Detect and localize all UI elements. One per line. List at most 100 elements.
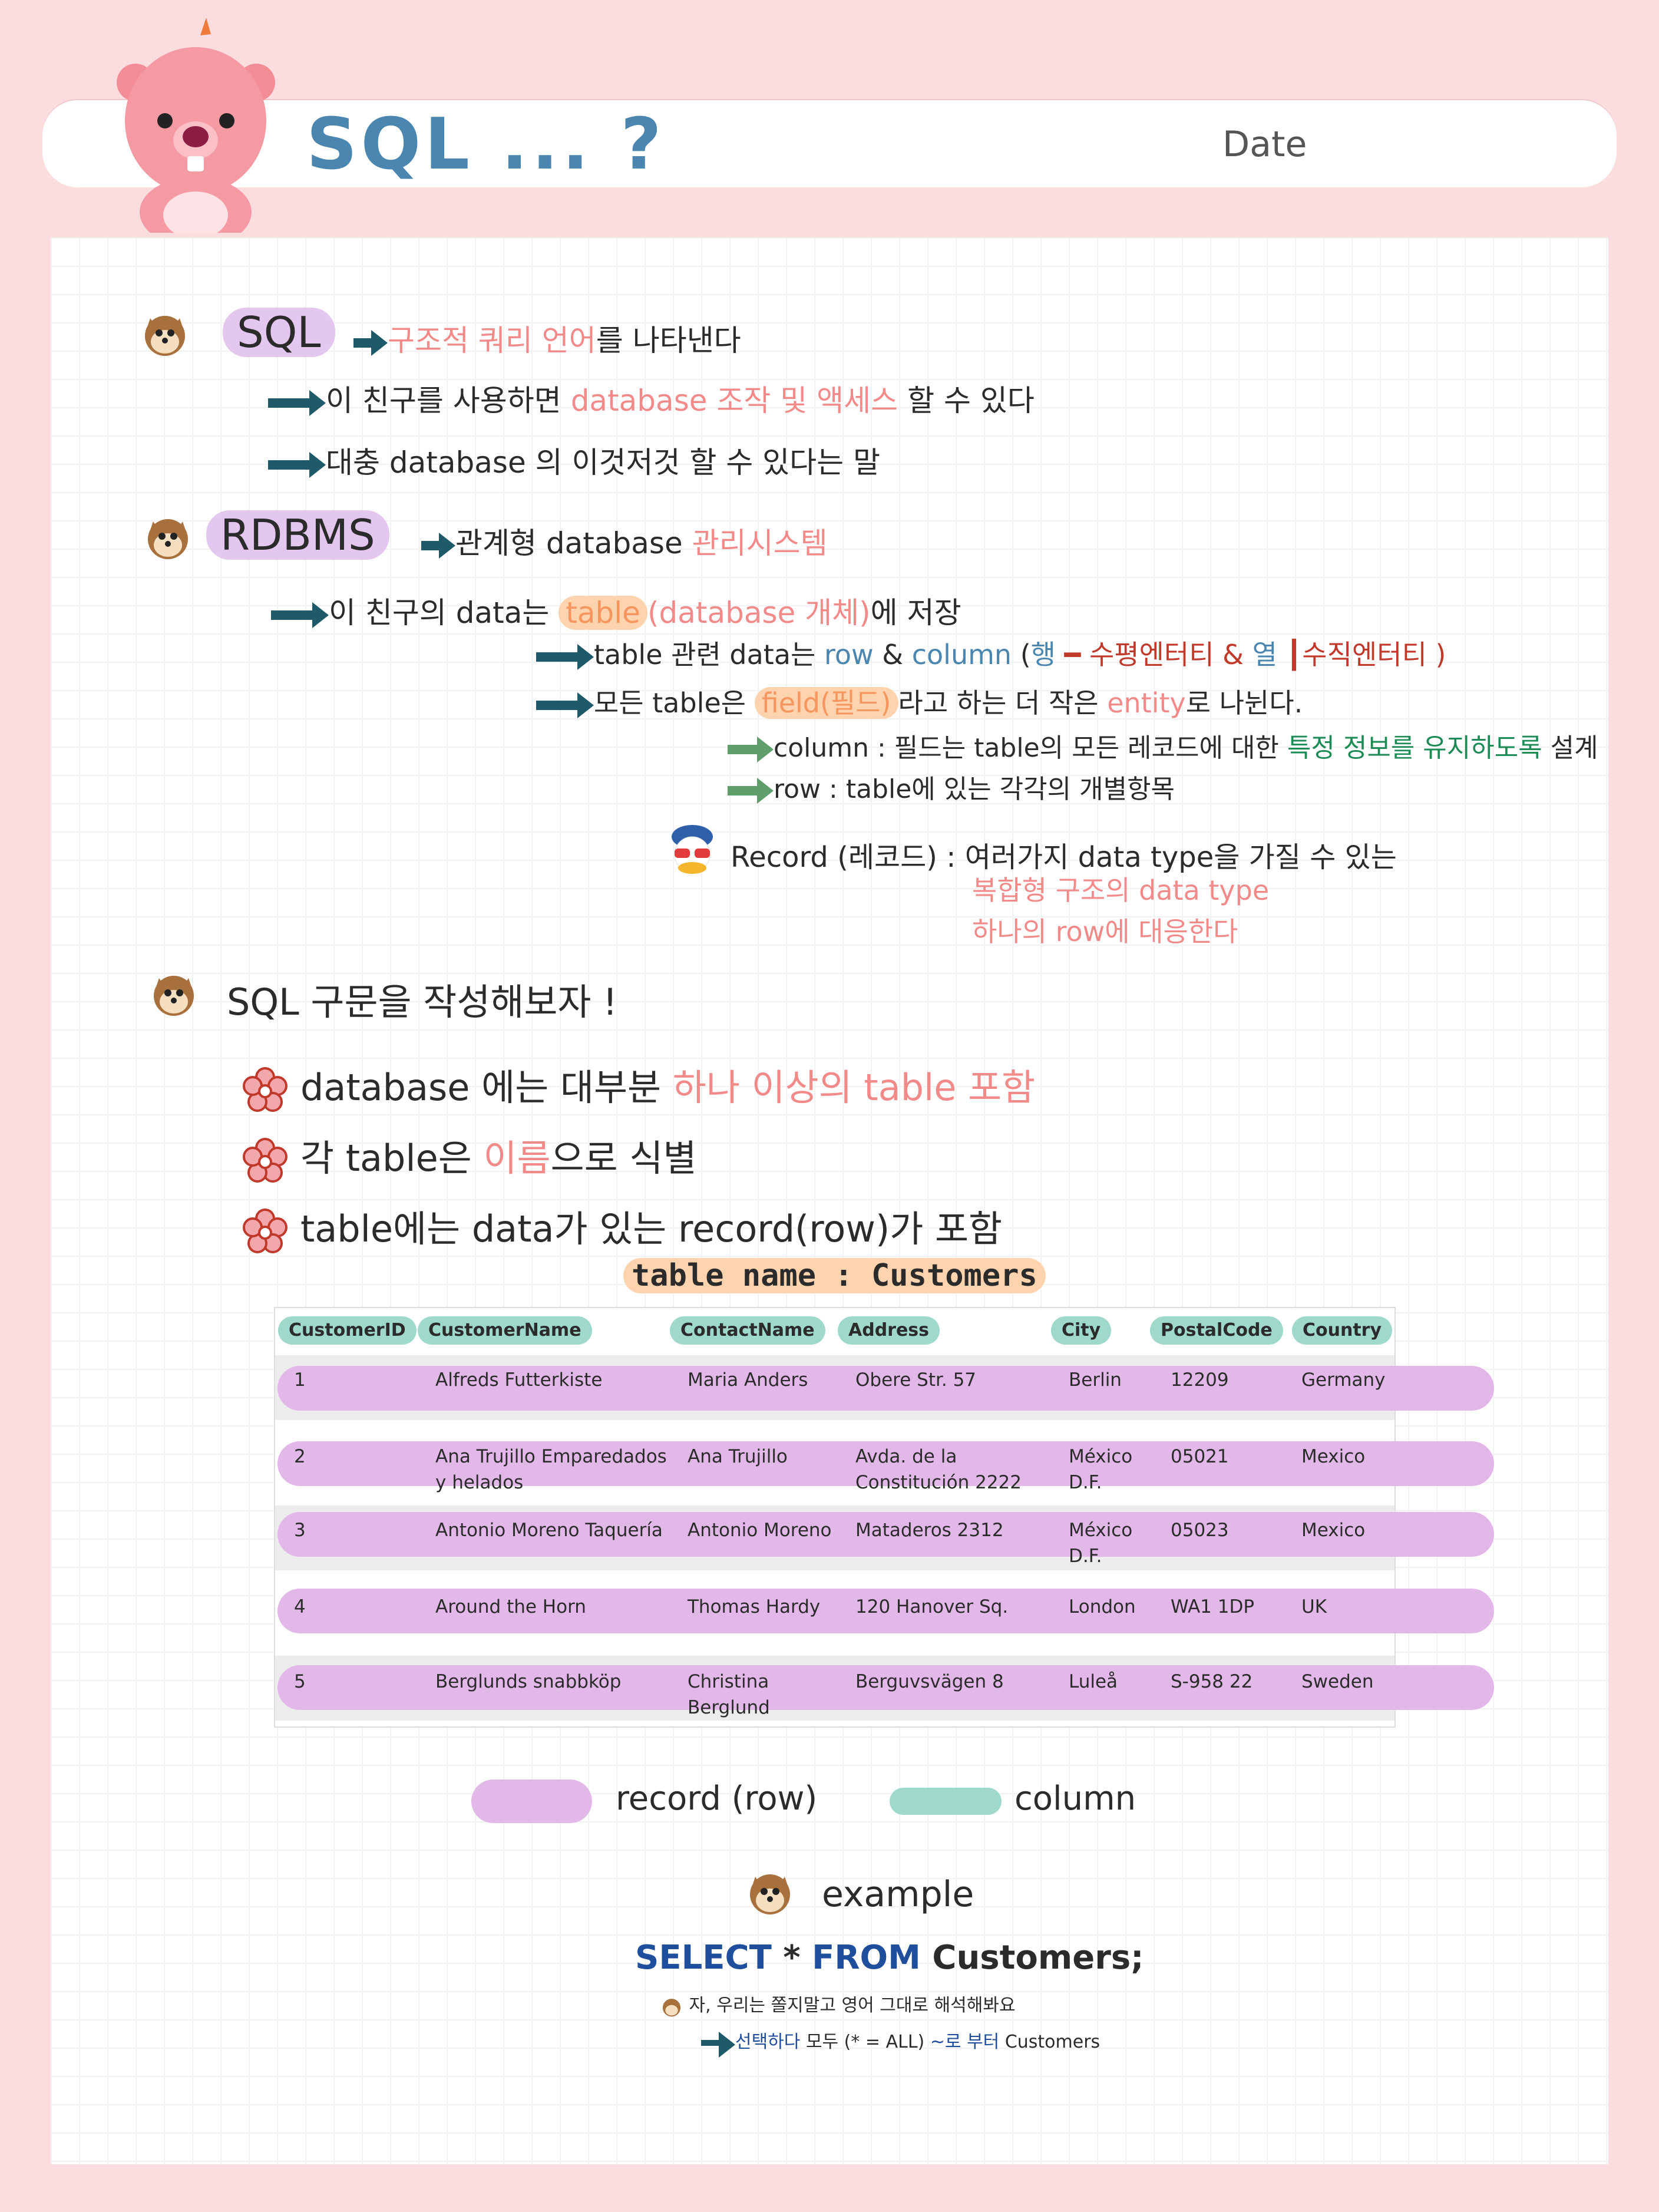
rdbms-line-2: table 관련 data는 row & column (행 ━ 수평엔터티 &…	[536, 633, 1446, 672]
table-cell: Maria Anders	[688, 1369, 808, 1391]
column-def-c: 설계	[1542, 733, 1598, 763]
beaver-mascot-icon	[117, 18, 275, 233]
rdbms-line3-e: 로 나뉜다.	[1185, 687, 1303, 719]
bullet3-text: table에는 data가 있는 record(row)가 포함	[300, 1207, 1003, 1250]
rdbms-line2-e: (	[1012, 639, 1031, 671]
syntax-bullet-2: 각 table은 이름으로 식별	[242, 1128, 697, 1184]
table-cell: Antonio Moreno Taquería	[435, 1520, 663, 1541]
table-cell: Avda. de la Constitución 2222	[855, 1446, 1022, 1493]
sql-line-2: 대충 database 의 이것저것 할 수 있다는 말	[268, 439, 880, 481]
table-cell: S-958 22	[1171, 1671, 1253, 1692]
bullet2-a: 각 table은	[300, 1137, 484, 1180]
rdbms-def-b: 관리시스템	[692, 526, 828, 560]
table-caption: table name : Customers	[623, 1258, 1046, 1293]
rdbms-line1-c: (database 개체)	[647, 596, 871, 630]
sql-table: Customers;	[932, 1939, 1144, 1977]
table-cell: 05023	[1171, 1520, 1229, 1541]
legend-record-swatch	[471, 1779, 592, 1823]
arrow-right-icon	[728, 778, 774, 804]
table-cell: UK	[1301, 1596, 1327, 1617]
record-highlight	[277, 1665, 1494, 1710]
rdbms-line-1: 이 친구의 data는 table (database 개체)에 저장	[271, 589, 961, 632]
column-header: CustomerID	[278, 1316, 417, 1345]
trans-d: Customers	[999, 2032, 1101, 2052]
record-definition-3: 하나의 row에 대응한다	[972, 916, 1238, 947]
legend-column-swatch	[890, 1788, 1002, 1815]
table-cell: Berlin	[1069, 1369, 1122, 1391]
arrow-right-icon	[728, 737, 774, 762]
chipmunk-icon	[138, 306, 191, 359]
chipmunk-icon	[147, 966, 200, 1019]
example-note-text: 자, 우리는 쫄지말고 영어 그대로 해석해봐요	[689, 1995, 1016, 2016]
sql-from: FROM	[812, 1939, 921, 1977]
rdbms-term: RDBMS	[206, 510, 389, 560]
arrow-right-icon	[421, 532, 455, 559]
rdbms-definition: 관계형 database 관리시스템	[421, 520, 828, 562]
rdbms-term-label: RDBMS	[206, 510, 389, 560]
rdbms-line1-b: table	[558, 596, 647, 630]
rdbms-line2-f: 행	[1030, 639, 1056, 671]
row-def-text: row : table에 있는 각각의 개별항목	[774, 774, 1175, 804]
sql-line2: 대충 database 의 이것저것 할 수 있다는 말	[326, 445, 881, 480]
arrow-right-icon	[271, 602, 329, 628]
legend-column-label: column	[1014, 1779, 1136, 1818]
sql-definition-rest: 를 나타낸다	[596, 323, 741, 358]
column-header: City	[1051, 1316, 1112, 1345]
table-cell: Sweden	[1301, 1671, 1374, 1692]
flower-icon	[243, 1067, 287, 1112]
bullet2-b: 이름	[483, 1137, 551, 1180]
arrow-right-icon	[701, 2031, 735, 2058]
example-translation: 선택하다 모두 (* = ALL) ~로 부터 Customers	[701, 2027, 1101, 2058]
chipmunk-icon	[141, 510, 194, 563]
record-highlight	[277, 1441, 1494, 1486]
rdbms-line3-b: field(필드)	[754, 687, 898, 719]
bullet1-b: 하나 이상의 table 포함	[672, 1066, 1036, 1109]
column-def-a: column : 필드는 table의 모든 레코드에 대한	[774, 733, 1287, 763]
column-definition: column : 필드는 table의 모든 레코드에 대한 특정 정보를 유지…	[728, 727, 1598, 764]
table-cell: Christina Berglund	[688, 1671, 770, 1718]
flower-icon	[243, 1208, 287, 1253]
rdbms-line3-d: entity	[1107, 687, 1186, 719]
example-label: example	[822, 1874, 974, 1915]
table-cell: Around the Horn	[435, 1596, 586, 1617]
rdbms-line-3: 모든 table은 field(필드) 라고 하는 더 작은 entity로 나뉜…	[536, 682, 1303, 721]
rdbms-line2-d: column	[911, 639, 1012, 671]
date-label: Date	[1222, 124, 1307, 165]
table-cell: Mataderos 2312	[855, 1520, 1004, 1541]
column-header: Address	[838, 1316, 940, 1345]
table-cell: 12209	[1171, 1369, 1229, 1391]
bullet1-a: database 에는 대부분	[300, 1066, 673, 1109]
record-definition: Record (레코드) : 여러가지 data type을 가질 수 있는	[731, 841, 1397, 874]
rdbms-line2-g: ━ 수평엔터티 &	[1056, 639, 1252, 671]
trans-b: 모두 (* = ALL)	[800, 2032, 930, 2052]
table-cell: Mexico	[1301, 1520, 1366, 1541]
chipmunk-icon	[743, 1865, 797, 1918]
table-cell: México D.F.	[1069, 1446, 1133, 1493]
legend-record-label: record (row)	[616, 1779, 818, 1818]
arrow-right-icon	[536, 692, 594, 718]
note-paper	[51, 237, 1608, 2164]
flower-icon	[243, 1137, 287, 1183]
table-cell: Thomas Hardy	[688, 1596, 821, 1617]
trans-a: 선택하다	[735, 2032, 801, 2052]
record-highlight	[277, 1366, 1494, 1411]
arrow-right-icon	[268, 451, 326, 478]
sql-definition: 구조적 쿼리 언어를 나타낸다	[353, 317, 741, 359]
syntax-bullet-1: database 에는 대부분 하나 이상의 table 포함	[242, 1058, 1035, 1114]
table-cell: Berglunds snabbköp	[435, 1671, 622, 1692]
table-cell: Antonio Moreno	[688, 1520, 832, 1541]
table-cell: 05021	[1171, 1446, 1229, 1467]
sql-term-label: SQL	[223, 308, 335, 357]
sql-star: *	[783, 1939, 801, 1977]
column-def-b: 특정 정보를 유지하도록	[1287, 733, 1542, 763]
rdbms-line1-d: 에 저장	[870, 596, 961, 630]
arrow-right-icon	[268, 389, 326, 416]
header-bar	[42, 99, 1617, 187]
table-cell: Alfreds Futterkiste	[435, 1369, 603, 1391]
sql-line1-b: database 조작 및 액세스	[570, 384, 898, 418]
column-header: PostalCode	[1150, 1316, 1283, 1345]
rdbms-line2-c: &	[873, 639, 912, 671]
chipmunk-icon	[662, 1998, 681, 2016]
table-cell: Ana Trujillo Emparedados y helados	[435, 1446, 667, 1493]
sql-line1-c: 할 수 있다	[898, 384, 1035, 418]
